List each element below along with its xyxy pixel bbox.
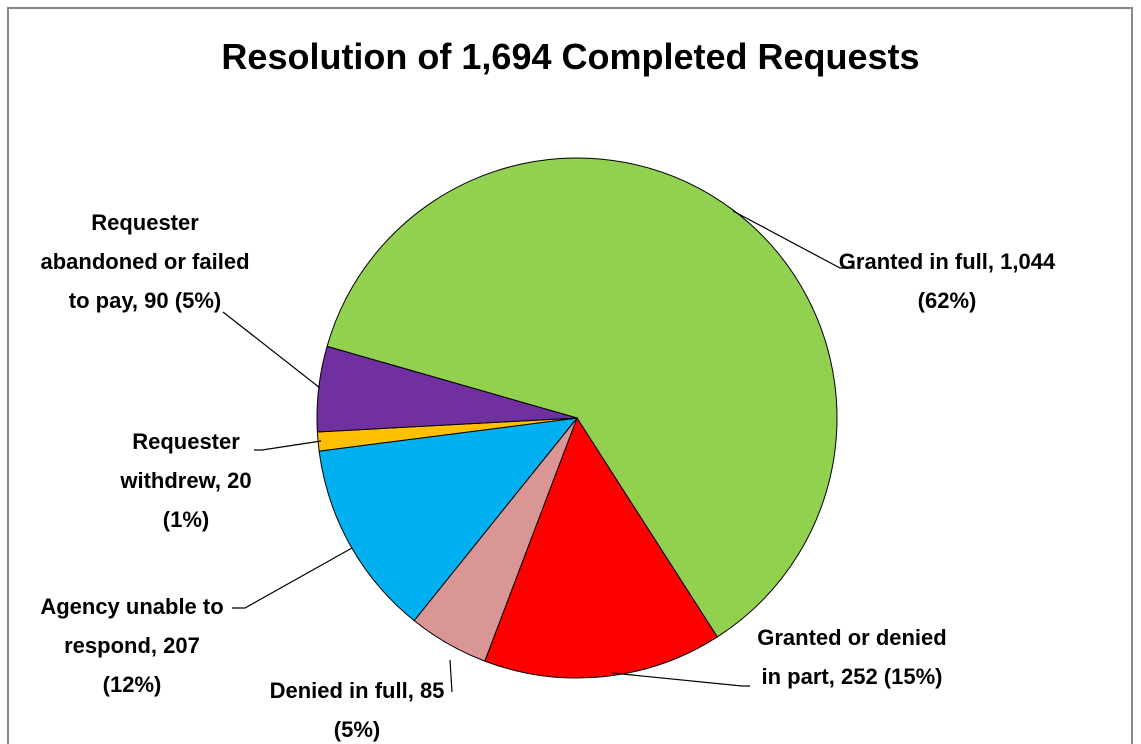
frame — [7, 7, 1133, 744]
chart-title: Resolution of 1,694 Completed Requests — [221, 36, 920, 77]
leader-line — [611, 672, 750, 687]
leader-line — [254, 440, 322, 451]
category-label: Requester withdrew, — [120, 429, 240, 493]
value-label: 207 (12%) — [102, 633, 200, 697]
category-label: Granted in full, — [838, 249, 995, 274]
slice-label: Requester withdrew, 20 (1%) — [106, 422, 266, 539]
value-label: 90 (5%) — [144, 288, 222, 313]
category-label: Requester abandoned or failed to pay, — [40, 210, 250, 313]
pie-slice — [318, 417, 579, 622]
slice-label: Agency unable to respond, 207 (12%) — [34, 587, 230, 704]
category-label: Agency unable to respond, — [40, 594, 224, 658]
leader-line — [232, 547, 353, 609]
value-label: 85 (5%) — [333, 678, 445, 742]
value-label: 252 (15%) — [840, 664, 943, 689]
slice-label: Denied in full, 85 (5%) — [257, 671, 457, 744]
leader-line — [732, 210, 855, 269]
pie-slice — [326, 157, 838, 638]
value-label: 20 (1%) — [162, 468, 252, 532]
pie-slice — [316, 345, 578, 433]
slice-label: Granted in full, 1,044 (62%) — [832, 242, 1062, 320]
slice-label: Granted or denied in part, 252 (15%) — [752, 618, 952, 696]
slice-label: Requester abandoned or failed to pay, 90… — [40, 203, 250, 320]
category-label: Denied in full, — [269, 678, 414, 703]
leader-line — [222, 311, 321, 389]
category-label: Granted or denied in part, — [757, 625, 947, 689]
leader-line — [449, 659, 453, 693]
value-label: 1,044 (62%) — [917, 249, 1056, 313]
pie-slice — [484, 416, 718, 679]
